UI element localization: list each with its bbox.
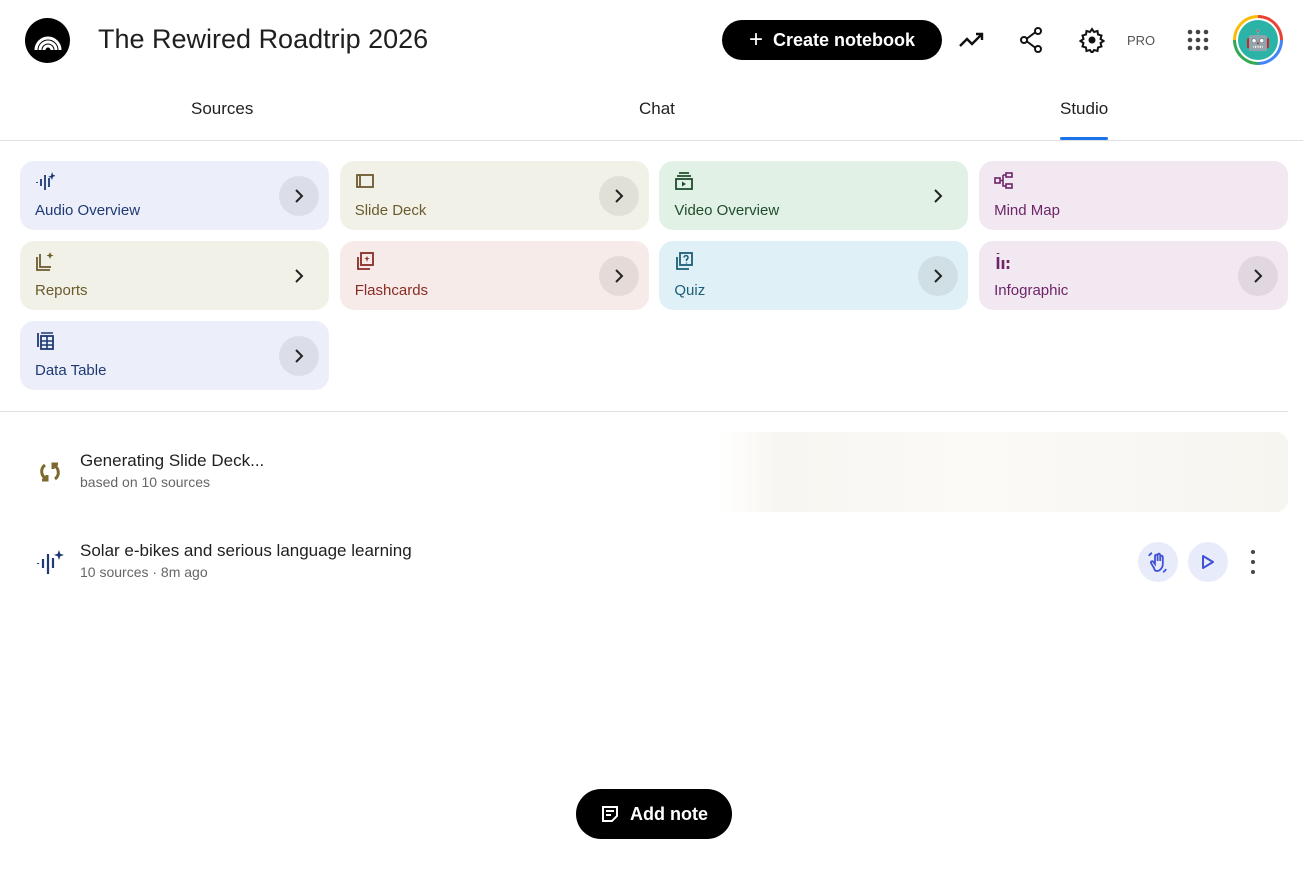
audio-waveform-icon [36, 549, 64, 580]
data-table-icon [37, 332, 54, 350]
slides-icon [355, 174, 374, 188]
create-notebook-label: Create notebook [772, 29, 916, 50]
output-title: Solar e-bikes and serious language learn… [80, 541, 412, 560]
studio-tool-label: Audio Overview [35, 202, 141, 219]
create-notebook-button[interactable]: + Create notebook [722, 20, 942, 60]
mind-map-icon [994, 172, 1013, 189]
app-header: The Rewired Roadtrip 2026 + Create notebo… [0, 0, 1303, 80]
note-icon [602, 806, 618, 822]
studio-tool-label: Flashcards [354, 282, 429, 299]
robot-avatar-icon: 🤖 [1238, 20, 1278, 60]
apps-grid-icon[interactable] [1184, 26, 1212, 54]
notebook-title[interactable]: The Rewired Roadtrip 2026 [98, 24, 429, 54]
chevron-right-icon[interactable] [1238, 256, 1279, 296]
tab-chat[interactable]: Chat [639, 99, 675, 118]
video-icon [675, 172, 694, 190]
tab-studio[interactable]: Studio [1060, 99, 1109, 140]
sync-icon [38, 460, 62, 489]
chevron-right-icon[interactable] [279, 176, 319, 216]
quiz-icon [676, 252, 694, 270]
output-subtitle: based on 10 sources [80, 474, 210, 490]
add-note-label: Add note [630, 803, 708, 824]
flashcards-icon [356, 252, 374, 270]
output-subtitle: 10 sources · 8m ago [80, 564, 208, 580]
studio-tool-flashcards[interactable]: Flashcards [339, 241, 649, 310]
studio-tool-label: Mind Map [994, 202, 1060, 219]
studio-tool-label: Infographic [994, 282, 1069, 299]
studio-tool-label: Slide Deck [354, 202, 427, 219]
add-note-button[interactable]: Add note [576, 789, 732, 839]
divider [0, 411, 1288, 412]
output-title: Generating Slide Deck... [80, 451, 265, 470]
user-avatar[interactable]: 🤖 [1233, 15, 1283, 65]
hand-wave-icon [1148, 552, 1167, 573]
reports-icon [36, 252, 54, 271]
studio-tool-label: Data Table [35, 362, 107, 379]
main-tabs: Sources Chat Studio [0, 80, 1303, 141]
studio-tool-label: Video Overview [674, 202, 780, 219]
studio-tool-label: Reports [35, 282, 88, 299]
logo-icon [34, 36, 61, 50]
studio-tool-data-table[interactable]: Data Table [20, 321, 329, 390]
notebooklm-logo[interactable] [25, 18, 70, 63]
share-icon[interactable] [1017, 26, 1045, 54]
studio-tool-quiz[interactable]: Quiz [659, 241, 969, 310]
chevron-right-icon[interactable] [598, 176, 639, 216]
tab-sources[interactable]: Sources [191, 99, 254, 118]
plus-icon: + [748, 26, 763, 53]
interactive-mode-button[interactable] [1138, 542, 1178, 582]
pro-badge: PRO [1127, 33, 1156, 48]
generating-item: Generating Slide Deck... based on 10 sou… [20, 432, 1288, 512]
settings-gear-icon[interactable] [1078, 26, 1106, 54]
play-icon [1202, 555, 1214, 569]
studio-tool-label: Quiz [674, 282, 706, 299]
infographic-icon [996, 253, 1010, 269]
chevron-right-icon[interactable] [918, 256, 959, 296]
studio-tool-slide-deck[interactable]: Slide Deck [339, 161, 649, 230]
audio-overview-item[interactable]: Solar e-bikes and serious language learn… [20, 522, 1288, 602]
chevron-right-icon[interactable] [279, 256, 319, 296]
studio-tool-mind-map[interactable]: Mind Map [979, 161, 1289, 230]
chevron-right-icon[interactable] [918, 176, 958, 216]
studio-tool-infographic[interactable]: Infographic [979, 241, 1289, 310]
play-button[interactable] [1188, 542, 1228, 582]
chevron-right-icon[interactable] [598, 256, 639, 296]
more-options-icon[interactable] [1243, 550, 1263, 574]
studio-tool-reports[interactable]: Reports [20, 241, 329, 310]
studio-tool-video-overview[interactable]: Video Overview [659, 161, 969, 230]
audio-waveform-icon [36, 172, 55, 190]
chevron-right-icon[interactable] [279, 336, 319, 376]
analytics-trend-icon[interactable] [958, 26, 986, 54]
studio-tool-audio-overview[interactable]: Audio Overview [20, 161, 329, 230]
